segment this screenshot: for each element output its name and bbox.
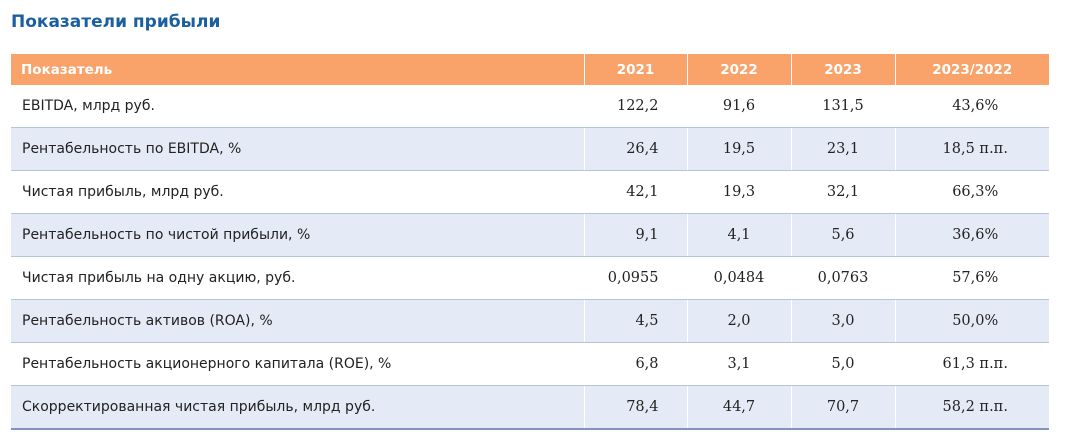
value-change: 66,3% <box>895 170 1049 214</box>
column-header-indicator: Показатель <box>11 54 585 85</box>
column-header-2022: 2022 <box>687 54 792 85</box>
value-2023: 23,1 <box>791 127 896 171</box>
table-row: Чистая прибыль, млрд руб. 42,1 19,3 32,1… <box>11 170 1049 214</box>
indicator-name: Чистая прибыль, млрд руб. <box>11 170 585 214</box>
profit-indicators-table: Показатель 2021 2022 2023 2023/2022 EBIT… <box>11 54 1049 430</box>
table-row: Рентабельность по чистой прибыли, % 9,1 … <box>11 213 1049 257</box>
indicator-name: Рентабельность активов (ROA), % <box>11 299 585 343</box>
indicator-name: Скорректированная чистая прибыль, млрд р… <box>11 385 585 430</box>
value-2021: 6,8 <box>584 342 688 386</box>
value-2022: 91,6 <box>687 85 792 128</box>
value-change: 43,6% <box>895 85 1049 128</box>
value-change: 36,6% <box>895 213 1049 257</box>
page-title: Показатели прибыли <box>11 12 221 32</box>
value-2023: 5,6 <box>791 213 896 257</box>
value-2021: 4,5 <box>584 299 688 343</box>
value-2021: 9,1 <box>584 213 688 257</box>
table-row: EBITDA, млрд руб. 122,2 91,6 131,5 43,6% <box>11 85 1049 128</box>
value-change: 61,3 п.п. <box>895 342 1049 386</box>
indicator-name: EBITDA, млрд руб. <box>11 85 585 128</box>
table-row: Рентабельность по EBITDA, % 26,4 19,5 23… <box>11 127 1049 171</box>
value-2021: 42,1 <box>584 170 688 214</box>
value-2021: 78,4 <box>584 385 688 430</box>
value-change: 58,2 п.п. <box>895 385 1049 430</box>
value-2023: 70,7 <box>791 385 896 430</box>
value-2022: 0,0484 <box>687 256 792 300</box>
value-2021: 26,4 <box>584 127 688 171</box>
column-header-2021: 2021 <box>584 54 688 85</box>
header-row: Показатель 2021 2022 2023 2023/2022 <box>11 54 1049 85</box>
value-2023: 131,5 <box>791 85 896 128</box>
value-2023: 0,0763 <box>791 256 896 300</box>
value-2023: 32,1 <box>791 170 896 214</box>
value-2021: 122,2 <box>584 85 688 128</box>
table-row: Рентабельность акционерного капитала (RO… <box>11 342 1049 386</box>
value-change: 18,5 п.п. <box>895 127 1049 171</box>
table-row: Чистая прибыль на одну акцию, руб. 0,095… <box>11 256 1049 300</box>
value-2022: 4,1 <box>687 213 792 257</box>
indicator-name: Рентабельность по EBITDA, % <box>11 127 585 171</box>
indicator-name: Рентабельность по чистой прибыли, % <box>11 213 585 257</box>
table-header: Показатель 2021 2022 2023 2023/2022 <box>11 54 1049 85</box>
column-header-2023: 2023 <box>791 54 896 85</box>
value-2022: 3,1 <box>687 342 792 386</box>
table-row: Скорректированная чистая прибыль, млрд р… <box>11 385 1049 430</box>
indicator-name: Рентабельность акционерного капитала (RO… <box>11 342 585 386</box>
value-2022: 44,7 <box>687 385 792 430</box>
value-2022: 19,3 <box>687 170 792 214</box>
value-2021: 0,0955 <box>584 256 688 300</box>
table-body: EBITDA, млрд руб. 122,2 91,6 131,5 43,6%… <box>11 85 1049 430</box>
value-2023: 5,0 <box>791 342 896 386</box>
column-header-change: 2023/2022 <box>895 54 1049 85</box>
table-row: Рентабельность активов (ROA), % 4,5 2,0 … <box>11 299 1049 343</box>
value-2023: 3,0 <box>791 299 896 343</box>
value-change: 57,6% <box>895 256 1049 300</box>
value-2022: 2,0 <box>687 299 792 343</box>
indicator-name: Чистая прибыль на одну акцию, руб. <box>11 256 585 300</box>
value-2022: 19,5 <box>687 127 792 171</box>
value-change: 50,0% <box>895 299 1049 343</box>
